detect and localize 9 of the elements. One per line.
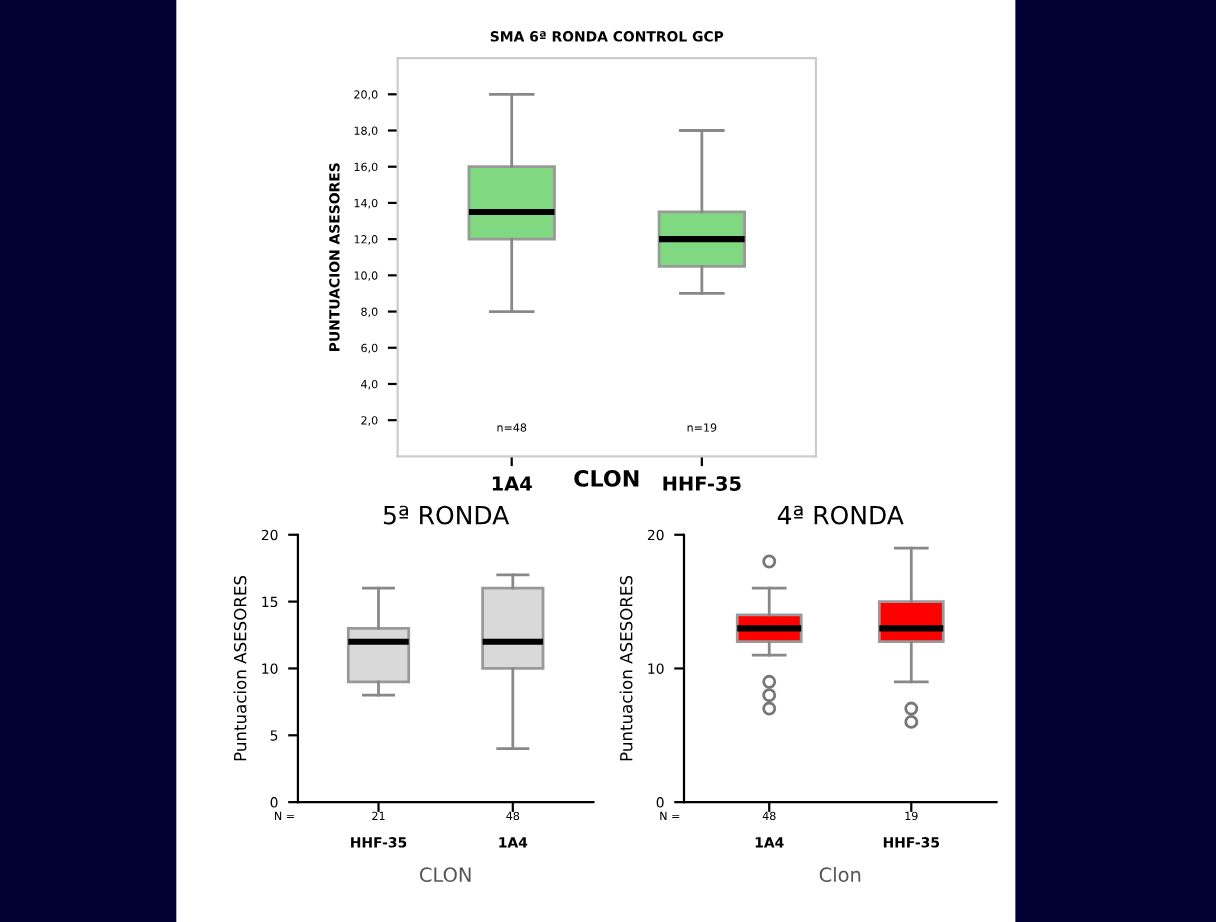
x-tick-label: HHF-35 xyxy=(663,476,741,491)
x-axis-title: Clon xyxy=(819,866,861,883)
x-axis-title: CLON xyxy=(574,470,639,487)
y-axis-title: Puntuacion ASESORES xyxy=(619,575,633,761)
chart-title: 4ª RONDA xyxy=(777,505,904,525)
chart-title: 5ª RONDA xyxy=(383,505,510,525)
x-tick-label: 1A4 xyxy=(492,476,532,491)
y-axis-title: Puntuacion ASESORES xyxy=(233,575,247,761)
x-axis-title: CLON xyxy=(419,867,471,883)
